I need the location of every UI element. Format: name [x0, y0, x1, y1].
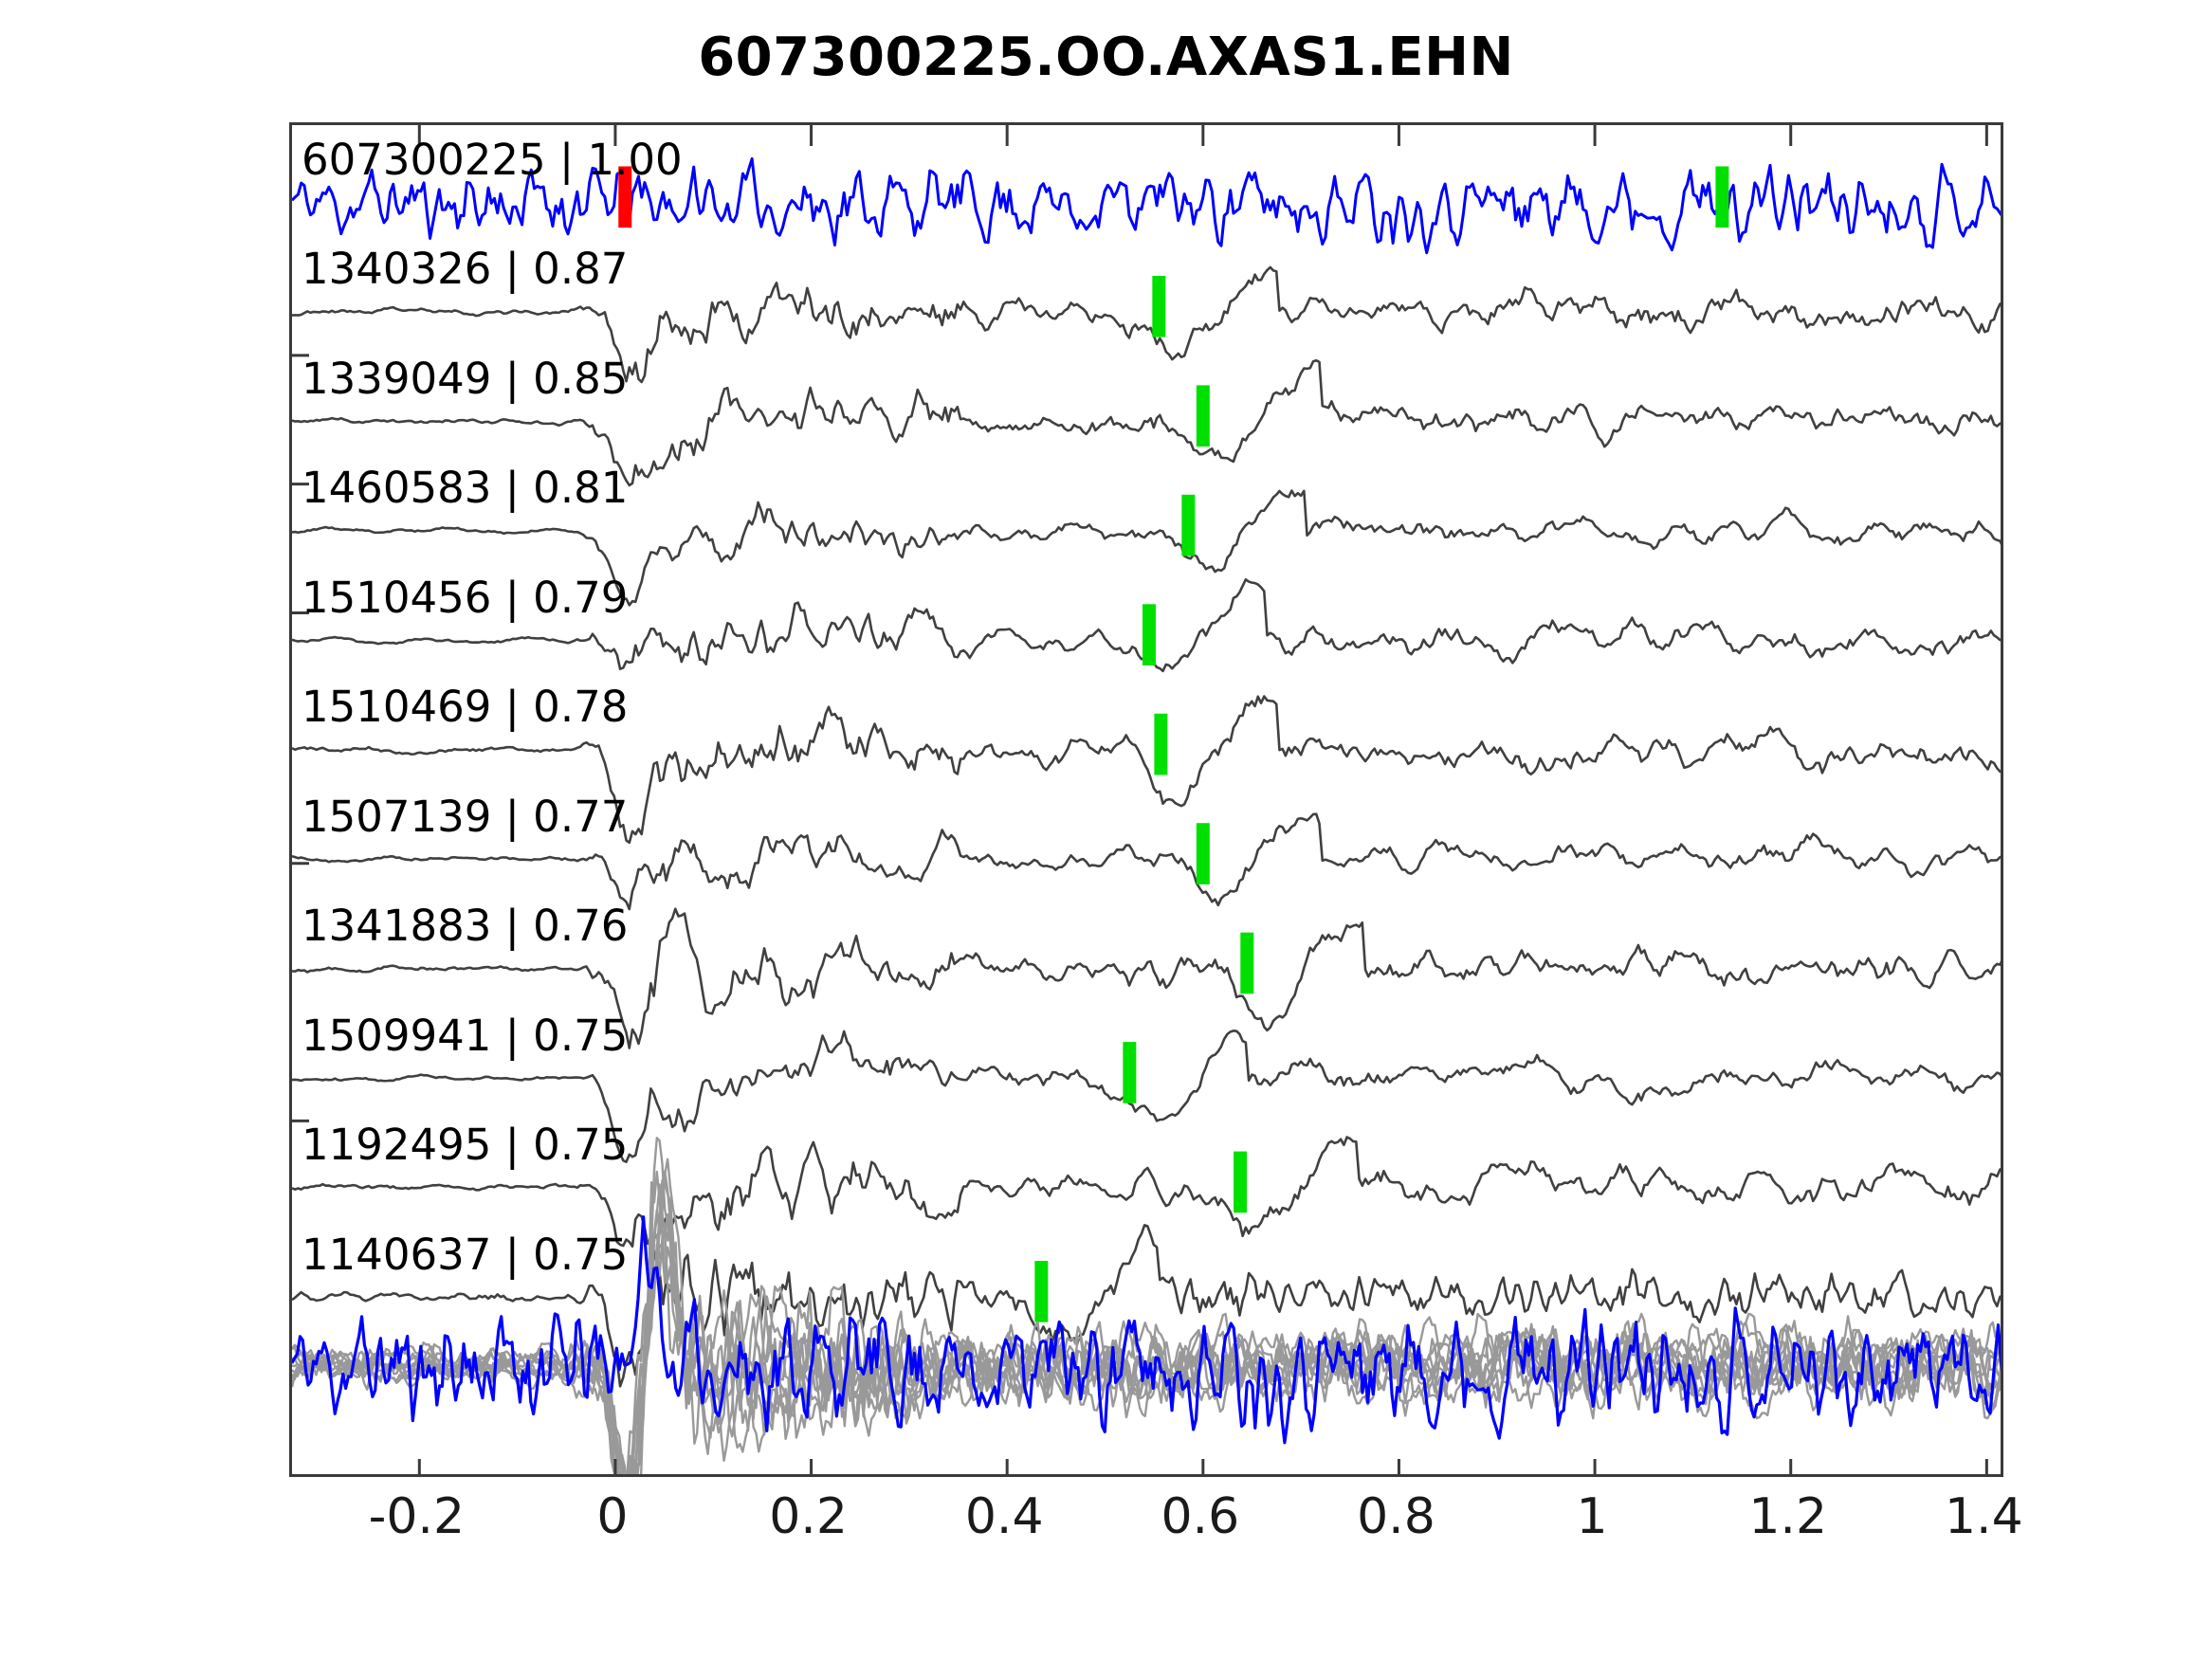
x-tick-label: 1.4 [1944, 1488, 2023, 1545]
pick-marker-green [1181, 494, 1196, 556]
waveform-trace [292, 265, 2001, 384]
stack-gray-trace [292, 1137, 2001, 1474]
pick-marker-green [1152, 275, 1166, 337]
pick-marker-green [1196, 385, 1210, 447]
x-tick-label: 1 [1576, 1488, 1608, 1545]
pick-marker-red [618, 166, 632, 228]
x-tick-label: 0.4 [964, 1488, 1044, 1545]
x-tick-label: 0 [596, 1488, 629, 1545]
pick-marker-green [1196, 823, 1210, 884]
page-title: 607300225.OO.AXAS1.EHN [698, 27, 1514, 88]
waveform-trace [292, 695, 2001, 845]
stack-gray-trace [292, 1158, 2001, 1474]
stack-highlight-trace [292, 1215, 2001, 1445]
waveform-trace [292, 812, 2001, 911]
x-tick-label: 1.2 [1748, 1488, 1828, 1545]
waveform-trace [292, 1224, 2001, 1388]
x-tick-label: 0.8 [1357, 1488, 1435, 1545]
trace-label: 1509941 | 0.75 [302, 1010, 629, 1061]
pick-marker-green [1143, 604, 1156, 665]
trace-label: 1339049 | 0.85 [302, 353, 629, 404]
pick-marker-green [1240, 932, 1254, 994]
trace-label: 607300225 | 1.00 [302, 135, 683, 185]
waveform-trace [292, 1030, 2001, 1163]
x-tick-label: 0.6 [1161, 1488, 1240, 1545]
pick-marker-green [1034, 1261, 1049, 1322]
stack-gray-trace [292, 1170, 2001, 1474]
pick-marker-green [1123, 1042, 1137, 1103]
trace-label: 1507139 | 0.77 [302, 791, 629, 842]
waveform-svg [292, 125, 2001, 1474]
pick-marker-green [1715, 166, 1729, 228]
trace-label: 1140637 | 0.75 [302, 1229, 629, 1280]
x-tick-label: -0.2 [368, 1488, 466, 1545]
waveform-trace [292, 907, 2001, 1049]
trace-label: 1192495 | 0.75 [302, 1120, 629, 1171]
trace-label: 1340326 | 0.87 [302, 244, 629, 295]
waveform-trace [292, 358, 2001, 487]
x-tick-label: 0.2 [769, 1488, 848, 1545]
waveform-trace [292, 1136, 2001, 1249]
trace-label: 1341883 | 0.76 [302, 901, 629, 952]
waveform-trace [292, 489, 2001, 607]
trace-label: 1510456 | 0.79 [302, 572, 629, 623]
pick-marker-green [1154, 713, 1168, 775]
trace-label: 1460583 | 0.81 [302, 463, 629, 514]
pick-marker-green [1234, 1151, 1248, 1213]
trace-label: 1510469 | 0.78 [302, 682, 629, 733]
x-axis-tick-labels: -0.2 0 0.2 0.4 0.6 0.8 1 1.2 1.4 [289, 1488, 2023, 1555]
plot-area: 607300225 | 1.00 1340326 | 0.87 1339049 | … [289, 122, 2003, 1477]
